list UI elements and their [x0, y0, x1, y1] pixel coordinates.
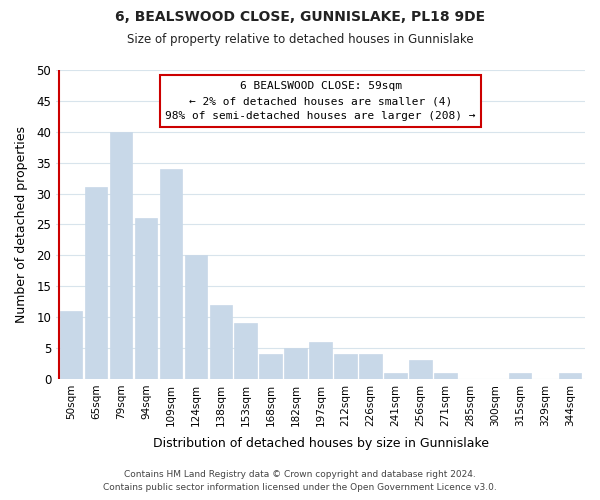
Bar — [359, 354, 382, 379]
Bar — [409, 360, 431, 379]
Bar — [384, 372, 407, 379]
Y-axis label: Number of detached properties: Number of detached properties — [15, 126, 28, 323]
Text: Contains HM Land Registry data © Crown copyright and database right 2024.
Contai: Contains HM Land Registry data © Crown c… — [103, 470, 497, 492]
Text: Size of property relative to detached houses in Gunnislake: Size of property relative to detached ho… — [127, 32, 473, 46]
Bar — [134, 218, 157, 379]
X-axis label: Distribution of detached houses by size in Gunnislake: Distribution of detached houses by size … — [152, 437, 488, 450]
Text: 6 BEALSWOOD CLOSE: 59sqm
← 2% of detached houses are smaller (4)
98% of semi-det: 6 BEALSWOOD CLOSE: 59sqm ← 2% of detache… — [165, 81, 476, 121]
Bar — [310, 342, 332, 379]
Bar — [235, 324, 257, 379]
Bar — [209, 305, 232, 379]
Bar — [110, 132, 132, 379]
Bar — [334, 354, 357, 379]
Text: 6, BEALSWOOD CLOSE, GUNNISLAKE, PL18 9DE: 6, BEALSWOOD CLOSE, GUNNISLAKE, PL18 9DE — [115, 10, 485, 24]
Bar — [160, 169, 182, 379]
Bar — [284, 348, 307, 379]
Bar — [60, 311, 82, 379]
Bar — [434, 372, 457, 379]
Bar — [85, 188, 107, 379]
Bar — [509, 372, 532, 379]
Bar — [559, 372, 581, 379]
Bar — [185, 256, 207, 379]
Bar — [259, 354, 282, 379]
